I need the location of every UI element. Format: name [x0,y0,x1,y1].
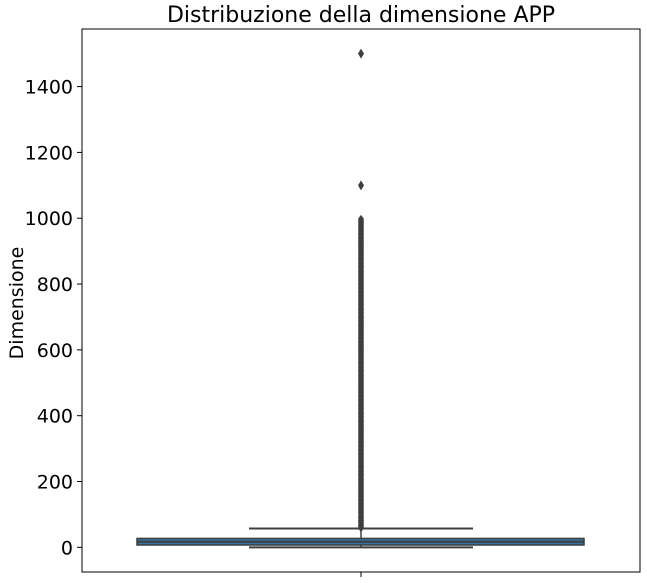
y-tick-label: 400 [37,406,73,428]
y-tick-label: 0 [61,537,73,559]
y-tick-label: 800 [37,274,73,296]
outlier-point [358,180,364,191]
plot-area [136,48,585,549]
y-tick-label: 600 [37,340,73,362]
outlier-point [358,48,364,59]
y-tick-label: 200 [37,472,73,494]
y-axis-label: Dimensione [6,247,28,360]
y-tick-label: 1400 [25,77,73,99]
y-axis-ticks: 0 200 400 600 800 1000 1200 1400 [25,77,82,559]
y-tick-label: 1000 [25,208,73,230]
y-tick-label: 1200 [25,142,73,164]
chart-title: Distribuzione della dimensione APP [167,3,555,28]
outlier-point [358,214,364,223]
